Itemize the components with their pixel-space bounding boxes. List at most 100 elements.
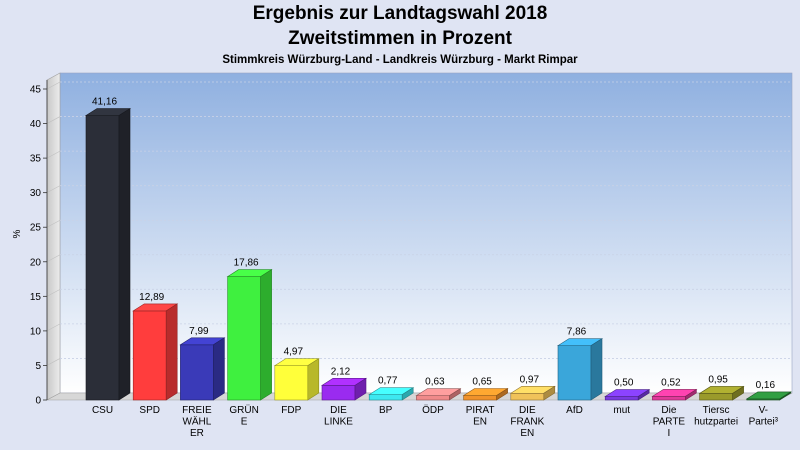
bar-value-label: 0,52 — [661, 377, 681, 388]
bar-value-label: 4,97 — [284, 347, 304, 358]
bar-front — [510, 392, 545, 401]
bar-front — [652, 396, 686, 401]
bar-side — [401, 387, 414, 401]
x-category-label: mut — [613, 405, 630, 416]
bar-side — [732, 385, 744, 401]
bar-value-label: 0,95 — [708, 374, 728, 385]
bar-side — [685, 388, 697, 401]
bar-11: 0,50 — [604, 378, 651, 401]
y-tick-label: 0 — [35, 396, 41, 407]
bar-value-label: 0,16 — [756, 380, 776, 391]
bar-value-label: 41,16 — [92, 97, 117, 108]
x-category-label: GRÜN E — [229, 404, 258, 428]
chart-subtitle: Stimmkreis Würzburg-Land - Landkreis Wür… — [222, 54, 578, 66]
x-category-label: DIE FRANK EN — [510, 405, 544, 439]
y-tick-label: 5 — [35, 361, 41, 372]
x-category-label: DIE LINKE — [324, 405, 353, 428]
bar-front — [699, 393, 733, 401]
bar-value-label: 0,97 — [520, 374, 540, 385]
bar-12: 0,52 — [651, 377, 698, 401]
x-category-label: BP — [379, 405, 393, 416]
bar-side — [637, 388, 650, 401]
bar-front — [557, 345, 592, 401]
y-tick-label: 15 — [30, 292, 42, 303]
grid-line-side — [46, 358, 61, 366]
bar-front — [604, 396, 639, 401]
y-tick-label: 25 — [30, 223, 42, 234]
y-axis-label: % — [12, 229, 23, 238]
y-tick-label: 35 — [30, 154, 42, 165]
bar-side — [213, 337, 225, 401]
plot-side-wall — [46, 72, 61, 401]
x-axis: CSU SPD FREIE WÄHL ER GRÜN E FDP DIE LINKE BP ÖDP PI… — [92, 404, 779, 439]
x-category-label: Tiersc hutzpartei — [694, 405, 738, 428]
bar-value-label: 7,99 — [189, 326, 209, 337]
bar-value-label: 12,89 — [139, 292, 164, 303]
grid-line-side — [46, 254, 61, 263]
bar-front — [463, 395, 497, 401]
grid-line-side — [46, 150, 61, 159]
x-category-label: SPD — [139, 405, 160, 416]
grid-line-side — [46, 116, 61, 124]
bar-8: 0,65 — [462, 377, 509, 401]
grid-line-side — [46, 219, 61, 228]
bar-front — [416, 395, 450, 401]
grid-line-side — [46, 81, 61, 90]
bar-side — [307, 358, 320, 401]
bar-0: 41,16 — [84, 97, 132, 401]
bar-side — [165, 303, 178, 401]
y-tick-label: 40 — [30, 119, 42, 130]
bar-front — [132, 310, 167, 401]
bar-front — [368, 394, 403, 401]
grid-line-side — [46, 185, 61, 193]
x-category-label: V-Partei³ — [749, 405, 779, 428]
x-category-label: ÖDP — [422, 404, 444, 416]
bar-side — [496, 387, 508, 401]
y-tick-label: 20 — [30, 257, 42, 268]
bar-value-label: 2,12 — [331, 366, 351, 377]
bar-5: 2,12 — [320, 366, 368, 401]
bar-side — [260, 269, 272, 401]
x-category-label: PIRAT EN — [466, 405, 495, 428]
grid-line-side — [46, 289, 61, 297]
bar-4: 4,97 — [273, 347, 320, 401]
bar-value-label: 0,77 — [378, 376, 398, 387]
bar-1: 12,89 — [132, 292, 179, 401]
bar-13: 0,95 — [698, 374, 745, 401]
bar-6: 0,77 — [368, 376, 415, 401]
x-category-label: FDP — [281, 405, 301, 416]
bar-front — [85, 115, 120, 401]
bar-3: 17,86 — [226, 258, 273, 401]
y-tick-label: 10 — [30, 326, 42, 337]
bar-side — [118, 107, 131, 401]
bar-10: 7,86 — [556, 327, 604, 401]
chart-title-line2: Zweitstimmen in Prozent — [288, 28, 512, 49]
bar-side — [543, 385, 556, 401]
y-axis: 0 5 10 15 20 25 30 35 40 45% — [12, 80, 48, 407]
bar-value-label: 0,65 — [472, 377, 492, 388]
bar-side — [449, 388, 461, 401]
bar-9: 0,97 — [509, 374, 556, 401]
x-category-label: FREIE WÄHL ER — [182, 405, 212, 439]
bar-side — [354, 377, 367, 401]
bar-side — [590, 338, 603, 401]
x-category-label: CSU — [92, 405, 113, 416]
bar-value-label: 0,63 — [425, 377, 445, 388]
y-tick-label: 45 — [30, 85, 42, 96]
bar-value-label: 0,50 — [614, 378, 634, 389]
bar-14: 0,16 — [745, 380, 792, 401]
bar-2: 7,99 — [179, 326, 226, 401]
bar-value-label: 17,86 — [234, 258, 259, 269]
bar-front — [227, 276, 261, 401]
plot-back-wall — [59, 72, 793, 394]
x-category-label: AfD — [566, 405, 583, 416]
bar-front — [274, 365, 309, 401]
y-tick-label: 30 — [30, 188, 42, 199]
bar-7: 0,63 — [415, 377, 462, 401]
bar-front — [321, 385, 356, 401]
x-category-label: Die PARTE I — [653, 405, 686, 439]
bar-front — [180, 344, 214, 401]
chart-title-line1: Ergebnis zur Landtagswahl 2018 — [252, 3, 548, 24]
bars: 41,16 12,89 7,99 17,86 4,97 2,12 0,77 0,63 0,65 0… — [84, 97, 792, 401]
